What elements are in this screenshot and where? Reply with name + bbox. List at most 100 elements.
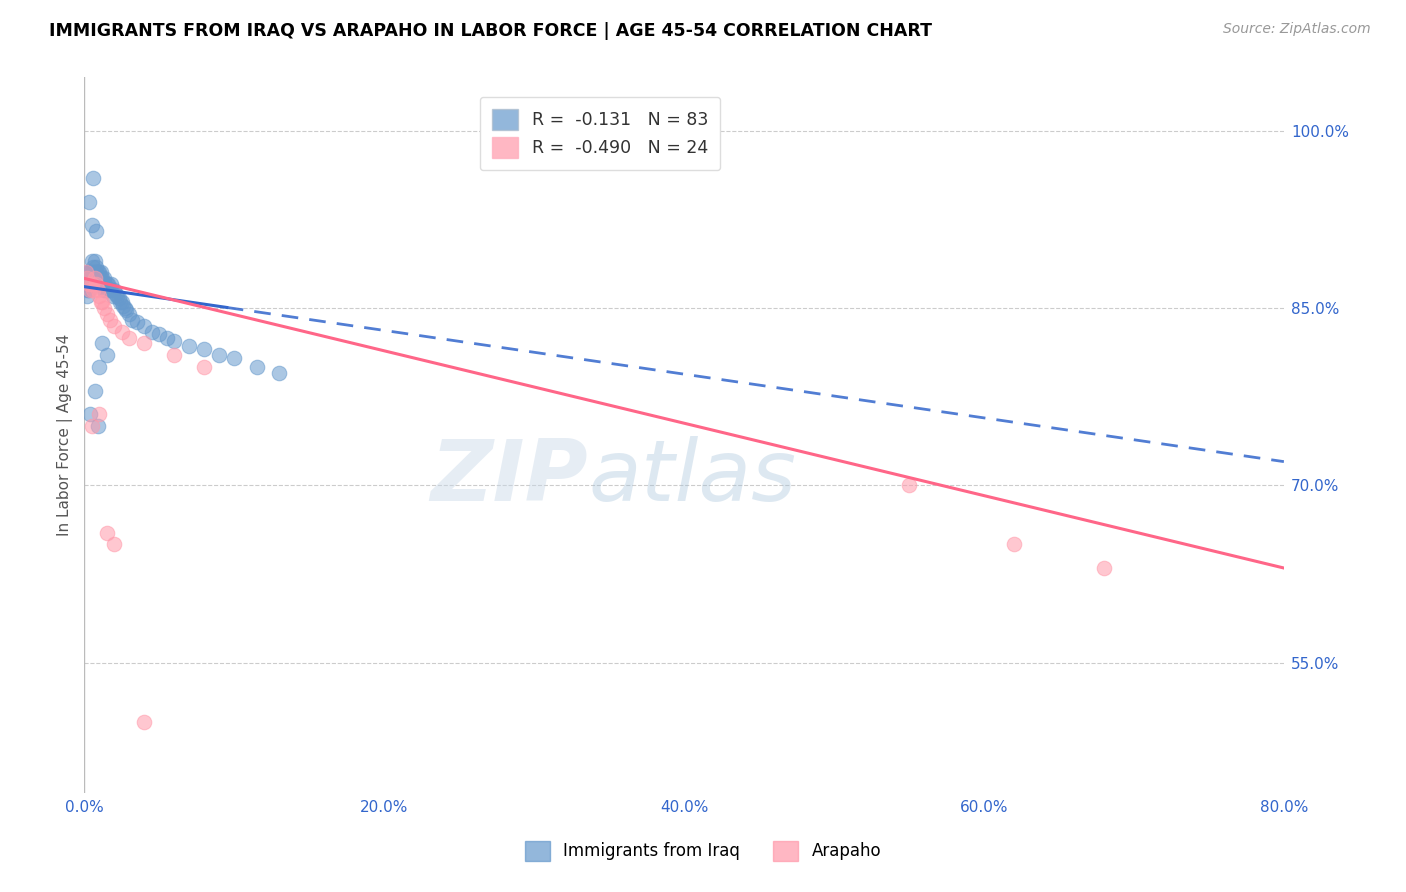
Point <box>96 277 118 292</box>
Point <box>103 283 125 297</box>
Point <box>89 289 111 303</box>
Point <box>163 348 186 362</box>
Point <box>87 271 110 285</box>
Point <box>121 312 143 326</box>
Point <box>80 277 103 292</box>
Point <box>100 283 122 297</box>
Point <box>163 334 186 348</box>
Point <box>1002 537 1025 551</box>
Point <box>75 277 97 292</box>
Point <box>89 265 111 279</box>
Point <box>93 301 115 315</box>
Point <box>82 260 104 274</box>
Point <box>91 277 114 292</box>
Point <box>118 330 141 344</box>
Point <box>79 265 101 279</box>
Point <box>111 325 134 339</box>
Point <box>83 271 105 285</box>
Point <box>80 265 103 279</box>
Point <box>84 260 107 274</box>
Point <box>96 525 118 540</box>
Point <box>93 277 115 292</box>
Point <box>82 170 104 185</box>
Point <box>110 295 132 310</box>
Point <box>79 283 101 297</box>
Point <box>148 326 170 341</box>
Point <box>79 277 101 292</box>
Text: Source: ZipAtlas.com: Source: ZipAtlas.com <box>1223 22 1371 37</box>
Point <box>90 265 112 279</box>
Point <box>523 147 546 161</box>
Point <box>83 271 105 285</box>
Point <box>90 277 112 292</box>
Text: atlas: atlas <box>588 436 796 519</box>
Point <box>246 359 269 374</box>
Point <box>82 271 104 285</box>
Point <box>77 277 100 292</box>
Point <box>77 194 100 209</box>
Point <box>134 336 156 351</box>
Point <box>93 283 115 297</box>
Point <box>80 218 103 232</box>
Point <box>77 277 100 292</box>
Point <box>91 271 114 285</box>
Point <box>179 339 201 353</box>
Point <box>80 271 103 285</box>
Point <box>89 277 111 292</box>
Point <box>1092 561 1115 575</box>
Point <box>84 277 107 292</box>
Point <box>112 299 135 313</box>
Point <box>125 315 148 329</box>
Point <box>96 307 118 321</box>
Point <box>91 295 114 310</box>
Point <box>111 295 134 310</box>
Point <box>97 277 120 292</box>
Point <box>103 537 125 551</box>
Point <box>118 307 141 321</box>
Point <box>96 348 118 362</box>
Point <box>80 277 103 292</box>
Point <box>83 253 105 268</box>
Text: IMMIGRANTS FROM IRAQ VS ARAPAHO IN LABOR FORCE | AGE 45-54 CORRELATION CHART: IMMIGRANTS FROM IRAQ VS ARAPAHO IN LABOR… <box>49 22 932 40</box>
Point <box>90 295 112 310</box>
Point <box>79 408 101 422</box>
Point <box>84 277 107 292</box>
Point <box>115 303 138 318</box>
Point <box>97 283 120 297</box>
Point <box>93 271 115 285</box>
Point <box>98 283 121 297</box>
Point <box>156 330 179 344</box>
Point <box>82 283 104 297</box>
Point <box>101 289 124 303</box>
Point <box>82 277 104 292</box>
Point <box>94 277 117 292</box>
Point <box>87 283 110 297</box>
Point <box>141 325 163 339</box>
Point <box>79 271 101 285</box>
Point <box>134 318 156 333</box>
Point <box>76 271 98 285</box>
Point <box>96 283 118 297</box>
Point <box>75 265 97 279</box>
Point <box>76 283 98 297</box>
Point <box>80 419 103 434</box>
Legend: Immigrants from Iraq, Arapaho: Immigrants from Iraq, Arapaho <box>517 834 889 868</box>
Point <box>89 359 111 374</box>
Point <box>89 408 111 422</box>
Point <box>77 265 100 279</box>
Point <box>76 271 98 285</box>
Point <box>94 283 117 297</box>
Point <box>100 277 122 292</box>
Point <box>76 265 98 279</box>
Point <box>87 277 110 292</box>
Point <box>77 283 100 297</box>
Point <box>224 351 246 365</box>
Y-axis label: In Labor Force | Age 45-54: In Labor Force | Age 45-54 <box>58 334 73 536</box>
Point <box>76 289 98 303</box>
Legend: R =  -0.131   N = 83, R =  -0.490   N = 24: R = -0.131 N = 83, R = -0.490 N = 24 <box>479 97 720 170</box>
Point <box>134 714 156 729</box>
Point <box>80 253 103 268</box>
Point <box>103 318 125 333</box>
Point <box>83 384 105 398</box>
Point <box>193 359 215 374</box>
